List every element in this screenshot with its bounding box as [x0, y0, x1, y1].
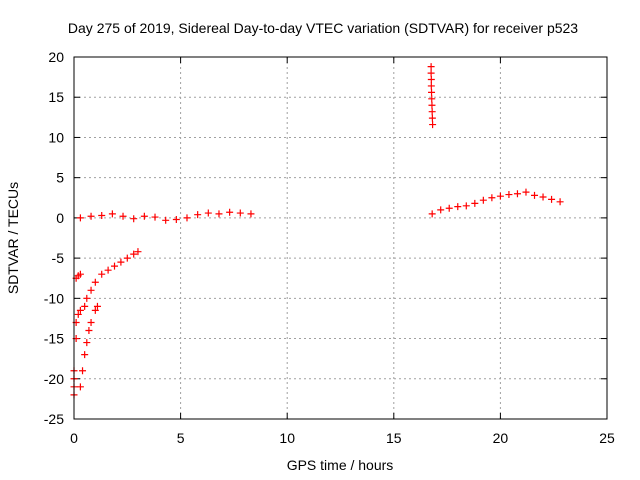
data-point [119, 212, 127, 220]
data-point [83, 339, 91, 347]
data-point [204, 209, 212, 217]
x-tick-label: 0 [70, 430, 78, 446]
data-point [172, 215, 180, 223]
x-tick-label: 15 [386, 430, 402, 446]
data-point [130, 250, 138, 258]
data-point [83, 294, 91, 302]
data-point [247, 210, 255, 218]
y-axis-label: SDTVAR / TECUs [5, 182, 21, 294]
x-tick-label: 25 [599, 430, 615, 446]
y-tick-label: 20 [48, 49, 64, 65]
data-point [215, 210, 223, 218]
x-tick-label: 10 [279, 430, 295, 446]
data-point [76, 214, 84, 222]
y-tick-label: 15 [48, 89, 64, 105]
data-point [427, 63, 435, 71]
data-point [428, 108, 436, 116]
data-point [427, 76, 435, 84]
data-point [108, 210, 116, 218]
data-point [427, 69, 435, 77]
data-point [427, 82, 435, 90]
data-point [556, 198, 564, 206]
data-point [162, 216, 170, 224]
data-point [74, 310, 82, 318]
data-point [429, 121, 437, 129]
data-point [85, 327, 93, 335]
data-point [130, 215, 138, 223]
data-point [513, 190, 521, 198]
y-tick-label: -15 [44, 331, 64, 347]
chart-title: Day 275 of 2019, Sidereal Day-to-day VTE… [68, 20, 578, 36]
y-tick-label: 10 [48, 129, 64, 145]
y-tick-label: 0 [56, 210, 64, 226]
data-point [236, 209, 244, 217]
y-tick-label: -25 [44, 411, 64, 427]
data-point [98, 270, 106, 278]
series-negative-arcs [70, 248, 142, 399]
data-point [87, 212, 95, 220]
data-point [437, 206, 445, 214]
series-baseline-early [76, 208, 255, 224]
data-point [226, 208, 234, 216]
data-point [111, 262, 119, 270]
data-point [522, 188, 530, 196]
data-point [134, 248, 142, 256]
data-point [76, 306, 84, 314]
data-point [87, 286, 95, 294]
y-tick-label: -10 [44, 290, 64, 306]
x-axis-label: GPS time / hours [287, 457, 394, 473]
plot-frame [73, 56, 608, 420]
grid [74, 57, 607, 419]
data-point [531, 191, 539, 199]
data-point [539, 193, 547, 201]
data-point [93, 302, 101, 310]
data-point [479, 196, 487, 204]
data-point [428, 114, 436, 122]
data-point [428, 88, 436, 96]
ticks: 0 5 10 15 20 25 -25 -20 -15 -10 -5 0 5 10 15 20 [44, 49, 615, 446]
data-points [70, 63, 564, 399]
data-point [471, 199, 479, 207]
data-point [488, 194, 496, 202]
data-point [496, 192, 504, 200]
data-point [91, 306, 99, 314]
y-tick-label: 5 [56, 170, 64, 186]
data-point [548, 195, 556, 203]
x-tick-label: 5 [177, 430, 185, 446]
data-point [117, 258, 125, 266]
data-point [79, 367, 87, 375]
data-point [462, 202, 470, 210]
data-point [91, 278, 99, 286]
y-tick-label: -20 [44, 371, 64, 387]
y-tick-label: -5 [52, 250, 65, 266]
data-point [428, 95, 436, 103]
data-point [81, 302, 89, 310]
data-point [76, 383, 84, 391]
series-baseline-late [428, 188, 564, 218]
data-point [183, 214, 191, 222]
data-point [445, 204, 453, 212]
data-point [428, 210, 436, 218]
data-point [104, 266, 112, 274]
data-point [505, 191, 513, 199]
data-point [76, 270, 84, 278]
data-point [87, 318, 95, 326]
data-point [81, 351, 89, 359]
data-point [428, 101, 436, 109]
data-point [123, 254, 131, 262]
data-point [98, 211, 106, 219]
data-point [151, 213, 159, 221]
x-tick-label: 20 [493, 430, 509, 446]
series-spike [427, 63, 437, 129]
data-point [194, 211, 202, 219]
data-point [140, 212, 148, 220]
data-point [454, 203, 462, 211]
